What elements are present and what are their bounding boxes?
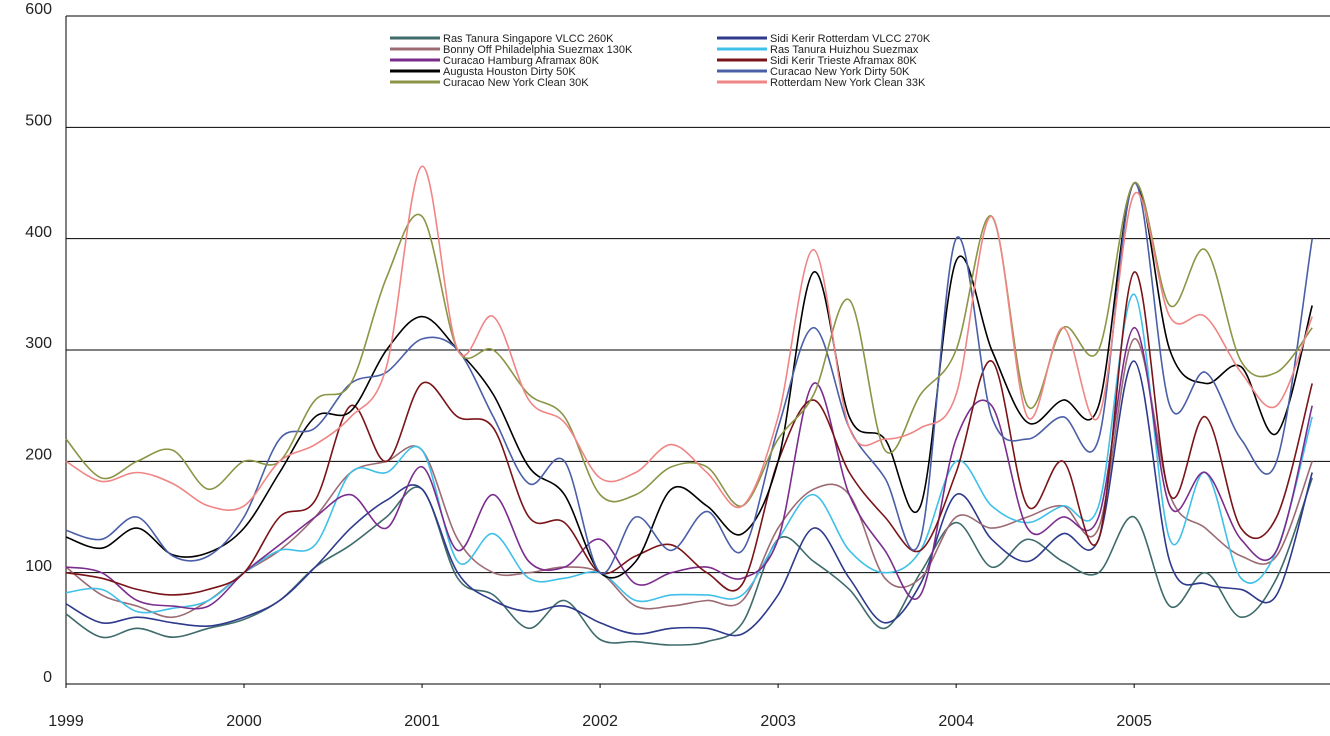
legend-label: Ras Tanura Singapore VLCC 260K bbox=[443, 33, 614, 45]
y-tick-label: 100 bbox=[25, 558, 52, 575]
series-line bbox=[65, 182, 1313, 579]
legend-swatch bbox=[717, 47, 767, 51]
x-tick-label: 2001 bbox=[404, 713, 440, 730]
y-tick-label: 400 bbox=[25, 224, 52, 241]
legend-swatch bbox=[390, 36, 440, 40]
series-line bbox=[65, 165, 1313, 511]
series-line bbox=[65, 338, 1313, 619]
legend-swatch bbox=[717, 58, 767, 62]
x-tick-label: 1999 bbox=[48, 713, 84, 730]
legend-swatch bbox=[717, 69, 767, 73]
legend-label: Curacao New York Dirty 50K bbox=[770, 66, 910, 78]
y-tick-label: 600 bbox=[25, 1, 52, 18]
legend-label: Bonny Off Philadelphia Suezmax 130K bbox=[443, 44, 633, 56]
x-tick-label: 2000 bbox=[226, 713, 262, 730]
legend-label: Sidi Kerir Trieste Aframax 80K bbox=[770, 55, 917, 67]
legend-label: Ras Tanura Huizhou Suezmax bbox=[770, 44, 919, 56]
legend-label: Curacao Hamburg Aframax 80K bbox=[443, 55, 600, 67]
legend-label: Sidi Kerir Rotterdam VLCC 270K bbox=[770, 33, 931, 45]
x-tick-label: 2003 bbox=[760, 713, 796, 730]
y-tick-label: 300 bbox=[25, 335, 52, 352]
series-line bbox=[65, 326, 1313, 610]
y-tick-label: 200 bbox=[25, 447, 52, 464]
x-tick-label: 2005 bbox=[1116, 713, 1152, 730]
series-line bbox=[65, 271, 1313, 596]
legend-label: Rotterdam New York Clean 33K bbox=[770, 77, 926, 89]
series-line bbox=[65, 293, 1313, 614]
legend-swatch bbox=[717, 36, 767, 40]
legend-swatch bbox=[717, 80, 767, 84]
legend-swatch bbox=[390, 58, 440, 62]
x-tick-label: 2002 bbox=[582, 713, 618, 730]
series-line bbox=[65, 360, 1313, 637]
legend-swatch bbox=[390, 69, 440, 73]
x-tick-label: 2004 bbox=[938, 713, 974, 730]
legend-swatch bbox=[390, 47, 440, 51]
y-tick-label: 500 bbox=[25, 113, 52, 130]
legend-swatch bbox=[390, 80, 440, 84]
legend-label: Curacao New York Clean 30K bbox=[443, 77, 589, 89]
y-tick-label: 0 bbox=[43, 669, 52, 686]
legend-label: Augusta Houston Dirty 50K bbox=[443, 66, 576, 78]
